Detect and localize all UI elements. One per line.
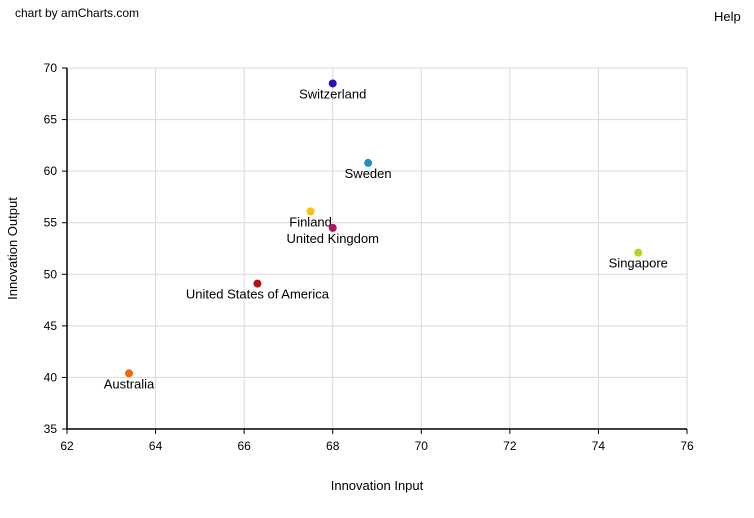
data-point — [634, 248, 643, 257]
y-tick-label: 60 — [44, 164, 58, 178]
tick-labels: 62 64 66 68 70 72 74 76 35 40 45 50 55 60 65 70 — [44, 61, 694, 453]
data-point-label: Australia — [104, 376, 155, 391]
data-point — [306, 207, 315, 216]
y-tick-label: 65 — [44, 113, 58, 127]
y-tick-label: 40 — [44, 370, 58, 384]
y-tick-label: 50 — [44, 267, 58, 281]
axes — [62, 67, 688, 434]
y-tick-label: 35 — [44, 422, 58, 436]
x-axis-title: Innovation Input — [331, 478, 424, 493]
grid — [66, 67, 688, 430]
x-tick-label: 72 — [503, 439, 517, 453]
x-tick-label: 70 — [415, 439, 429, 453]
data-point — [125, 369, 133, 378]
data-point — [253, 279, 262, 288]
x-tick-label: 64 — [149, 439, 163, 453]
y-tick-label: 70 — [44, 61, 58, 75]
y-tick-label: 55 — [44, 216, 58, 230]
data-point-label: Finland — [289, 214, 332, 229]
x-tick-label: 68 — [326, 439, 340, 453]
x-tick-label: 66 — [237, 439, 251, 453]
help-link[interactable]: Help — [714, 9, 741, 24]
x-tick-label: 74 — [592, 439, 606, 453]
data-point-label: Singapore — [609, 256, 668, 271]
x-tick-label: 62 — [60, 439, 74, 453]
data-point-label: Switzerland — [299, 86, 366, 101]
data-point-label: United Kingdom — [286, 231, 379, 246]
chart-credit[interactable]: chart by amCharts.com — [15, 6, 140, 20]
y-axis-title: Innovation Output — [5, 197, 20, 300]
data-point — [328, 79, 337, 88]
data-point-label: United States of America — [186, 287, 330, 302]
data-point — [328, 223, 337, 232]
y-tick-label: 45 — [44, 319, 58, 333]
data-point — [364, 158, 373, 167]
x-tick-label: 76 — [680, 439, 694, 453]
data-points: Switzerland Sweden Finland United Kingdom Si… — [104, 79, 668, 391]
data-point-label: Sweden — [345, 166, 392, 181]
